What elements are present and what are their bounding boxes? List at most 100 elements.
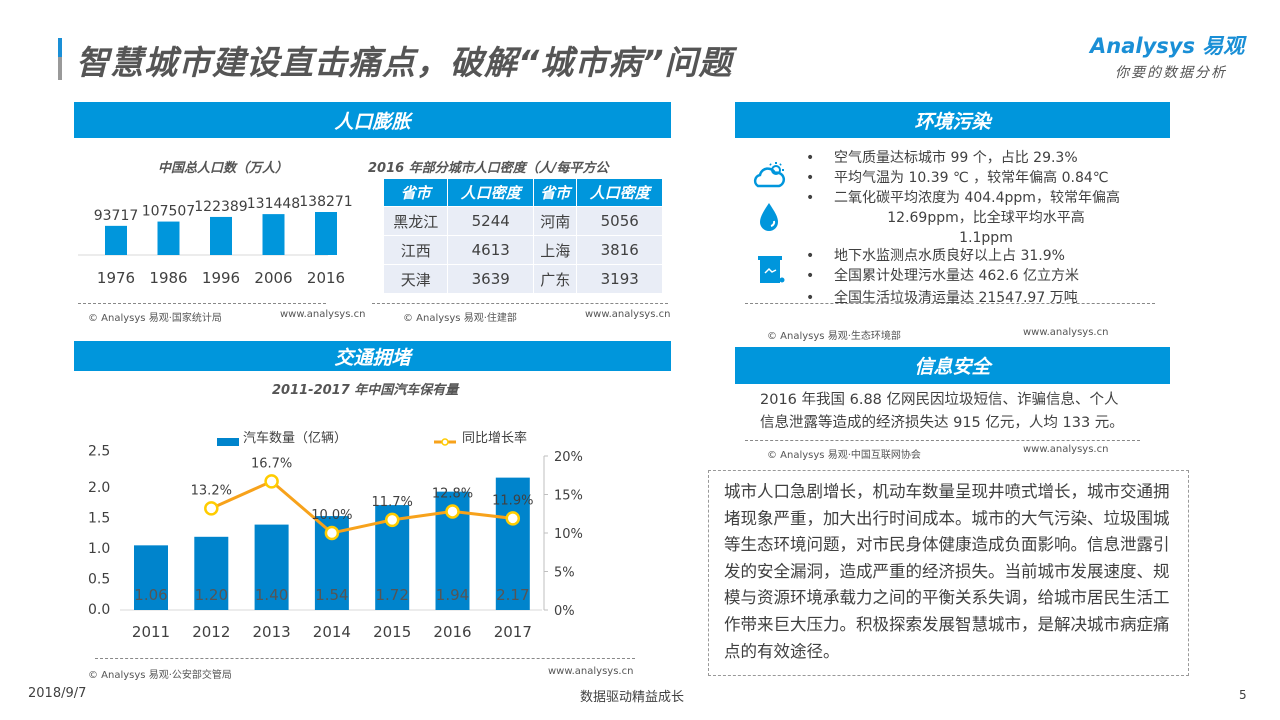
logo-tagline: 你要的数据分析 [1115, 65, 1227, 81]
x-tick-label: 2011 [132, 623, 170, 641]
x-tick-label: 1986 [149, 269, 187, 287]
divider [745, 440, 1140, 441]
cell: 3639 [447, 264, 534, 294]
cell: 黑龙江 [382, 206, 449, 236]
cell: 3193 [576, 264, 663, 294]
left-tick-label: 2.5 [88, 444, 110, 460]
section-traffic: 交通拥堵 [74, 341, 671, 371]
right-tick-label: 10% [554, 527, 583, 542]
footer-slogan: 数据驱动精益成长 [580, 690, 685, 705]
left-tick-label: 0.5 [88, 572, 110, 588]
density-source: © Analysys 易观·住建部 [403, 313, 517, 324]
left-tick-label: 2.0 [88, 480, 110, 496]
list-item: 空气质量达标城市 99 个，占比 29.3% [806, 148, 1120, 168]
line-point [264, 474, 279, 489]
water-drop-icon [760, 203, 778, 231]
right-tick-label: 5% [554, 566, 575, 581]
environment-source: © Analysys 易观·生态环境部 [767, 331, 901, 342]
bar [210, 216, 232, 255]
line-point [324, 525, 340, 541]
list-item: 全国生活垃圾清运量达 21547.97 万吨 [806, 288, 1079, 308]
data-label: 131448 [247, 196, 300, 212]
text-line: 1.1ppm [959, 230, 1013, 246]
logo: Analysys 易观 [1090, 34, 1245, 58]
text-line: 12.69ppm，比全球平均水平高 [887, 210, 1085, 226]
x-tick-label: 2013 [253, 623, 291, 641]
table-row: 天津 3639 广东 3193 [382, 264, 663, 294]
list-item: 全国累计处理污水量达 462.6 亿立方米 [806, 266, 1079, 286]
x-tick-label: 2016 [307, 269, 345, 287]
line-data-label: 10.0% [311, 508, 352, 523]
divider [372, 303, 668, 304]
col-header: 省市 [382, 178, 449, 207]
bar-value-label: 1.40 [255, 586, 288, 604]
bar [262, 214, 285, 255]
bar-value-label: 1.54 [315, 586, 348, 604]
website: www.analysys.cn [280, 309, 366, 320]
bar-value-label: 2.17 [496, 586, 529, 604]
x-tick-label: 2014 [313, 623, 351, 641]
cell: 江西 [382, 235, 449, 265]
cell: 广东 [532, 264, 578, 294]
environment-list: 地下水监测点水质良好以上占 31.9% 全国累计处理污水量达 462.6 亿立方… [806, 246, 1079, 308]
bar-value-label: 1.06 [134, 586, 167, 604]
cell: 河南 [532, 206, 578, 236]
population-chart: 93717 1976 107507 1986 122389 1996 131448 2006 1… [78, 194, 353, 287]
text-line: 2016 年我国 6.88 亿网民因垃圾短信、诈骗信息、个人 [760, 392, 1119, 408]
x-tick-label: 2006 [254, 269, 292, 287]
table-row: 江西 4613 上海 3816 [382, 235, 663, 265]
x-tick-label: 1996 [202, 269, 240, 287]
data-label: 138271 [299, 194, 352, 210]
bar [315, 212, 337, 255]
environment-list: 空气质量达标城市 99 个，占比 29.3% 平均气温为 10.39 ℃ ，较常… [806, 148, 1120, 208]
security-source: © Analysys 易观·中国互联网协会 [767, 450, 921, 461]
cell: 4613 [447, 235, 534, 265]
weather-cloud-sun-icon [753, 162, 786, 188]
page-number: 5 [1239, 688, 1247, 702]
growth-line [210, 479, 513, 535]
line-data-label: 11.9% [492, 493, 533, 508]
x-tick-label: 1976 [97, 269, 135, 287]
population-chart-title: 中国总人口数（万人） [158, 161, 289, 176]
line-data-label: 12.8% [432, 486, 473, 501]
left-tick-label: 1.0 [88, 541, 110, 557]
density-table-title: 2016 年部分城市人口密度（人/每平方公 [368, 161, 609, 176]
right-tick-label: 0% [554, 604, 575, 619]
x-tick-label: 2015 [373, 623, 411, 641]
bar [134, 545, 168, 610]
title-accent-bar [58, 38, 62, 80]
cell: 天津 [382, 264, 449, 294]
divider [745, 303, 1155, 304]
security-text: 2016 年我国 6.88 亿网民因垃圾短信、诈骗信息、个人 信息泄露等造成的经济… [760, 389, 1124, 435]
cell: 上海 [532, 235, 578, 265]
right-tick-label: 15% [554, 489, 583, 504]
line-point [505, 511, 521, 526]
col-header: 人口密度 [447, 178, 534, 207]
cell: 3816 [576, 235, 663, 265]
text-line: 信息泄露等造成的经济损失达 915 亿元，人均 133 元。 [760, 415, 1124, 431]
list-item: 二氧化碳平均浓度为 404.4ppm，较常年偏高 [806, 188, 1120, 208]
section-security: 信息安全 [735, 347, 1170, 384]
website: www.analysys.cn [1023, 327, 1109, 338]
col-header: 人口密度 [576, 178, 663, 207]
summary-box: 城市人口急剧增长，机动车数量呈现井喷式增长，城市交通拥堵现象严重，加大出行时间成… [708, 470, 1189, 676]
car-chart: 0.0 0.5 1.0 1.5 2.0 2.5 0% 5% 10% 15% 20% 汽车数量（亿辆） 同… [88, 430, 583, 641]
divider [95, 658, 635, 659]
page-title: 智慧城市建设直击痛点，破解“城市病”问题 [76, 43, 733, 82]
legend-bar-swatch [217, 438, 239, 446]
data-label: 107507 [142, 204, 195, 220]
line-data-label: 13.2% [191, 483, 232, 498]
data-label: 122389 [194, 199, 247, 215]
list-item: 地下水监测点水质良好以上占 31.9% [806, 246, 1079, 266]
density-table: 省市 人口密度 省市 人口密度 黑龙江 5244 河南 5056 江西 4613 上海 3816 … [382, 178, 663, 294]
data-label: 93717 [94, 208, 139, 224]
website: www.analysys.cn [1023, 444, 1109, 455]
list-item: 平均气温为 10.39 ℃ ，较常年偏高 0.84℃ [806, 168, 1120, 188]
x-tick-label: 2012 [192, 623, 230, 641]
bar-value-label: 1.94 [436, 586, 469, 604]
legend-label: 汽车数量（亿辆） [243, 430, 347, 446]
cell: 5056 [576, 206, 663, 236]
car-chart-title: 2011-2017 年中国汽车保有量 [272, 383, 459, 398]
list-item-continued: 12.69ppm，比全球平均水平高 1.1ppm [836, 208, 1136, 248]
bar-value-label: 1.72 [375, 586, 408, 604]
